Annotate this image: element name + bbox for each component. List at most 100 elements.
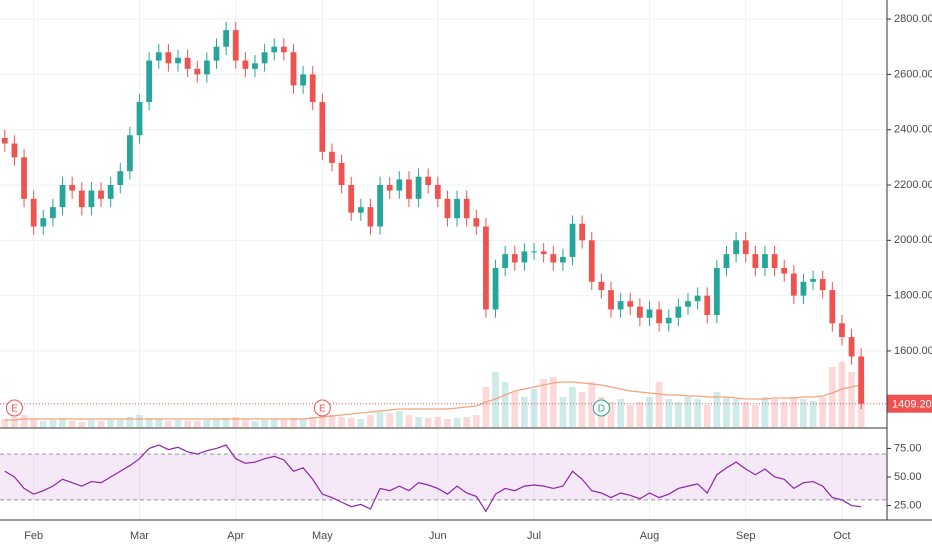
candle-body [290, 52, 297, 86]
candle-body [1, 138, 8, 144]
candle-body [762, 254, 768, 268]
candle-body [598, 281, 605, 291]
volume-bar [155, 419, 163, 427]
candle-body [223, 30, 230, 47]
rsi-tick-label: 50.00 [894, 471, 922, 483]
volume-bar [511, 392, 519, 427]
candle-body [194, 68, 201, 75]
volume-bar [11, 417, 18, 427]
candle-body [848, 337, 855, 357]
volume-bar [116, 420, 124, 427]
candle-body [790, 273, 797, 296]
volume-bar [251, 421, 259, 427]
volume-bar [405, 415, 413, 427]
candle-body [136, 102, 143, 136]
candle-body [733, 240, 739, 255]
volume-bar [463, 417, 471, 427]
volume-bar [1, 419, 9, 427]
candle-body [155, 52, 162, 61]
volume-bar [617, 399, 625, 427]
candle-body [367, 207, 374, 227]
last-price-box [887, 394, 932, 413]
candle-body [232, 30, 239, 61]
volume-bar [501, 382, 509, 427]
candle-body [415, 176, 422, 199]
candle-body [242, 60, 249, 69]
candle-body [521, 251, 528, 263]
event-marker [313, 399, 331, 417]
y-tick-label: 1600.00 [894, 345, 932, 357]
candle-body [50, 207, 56, 219]
candle-body [560, 256, 566, 263]
candle-body [252, 63, 258, 69]
volume-bar [49, 420, 57, 427]
volume-bar [174, 420, 182, 427]
volume-bar [338, 417, 345, 427]
rsi-tick-label: 75.00 [894, 442, 922, 454]
volume-bar [328, 415, 336, 427]
candle-body [11, 143, 18, 158]
candle-body [329, 151, 335, 163]
candle-body [300, 74, 306, 86]
volume-bar [232, 417, 240, 427]
candle-body [203, 60, 210, 75]
volume-bar [626, 405, 634, 427]
candle-body [127, 135, 133, 172]
volume-bar [357, 419, 365, 427]
candle-body [531, 251, 537, 253]
volume-bar [165, 421, 172, 427]
volume-bar [261, 420, 268, 427]
y-tick-label: 1800.00 [894, 290, 932, 302]
rsi-line [4, 444, 862, 513]
candle-body [502, 254, 509, 268]
volume-bar [665, 399, 673, 427]
volume-bar [771, 399, 778, 427]
candle-body [656, 309, 663, 324]
candle-body [434, 185, 441, 199]
candle-body [752, 254, 759, 268]
candle-body [146, 60, 153, 103]
candle-body [386, 185, 393, 191]
candle-body [665, 317, 672, 324]
plot: Feb Mar Apr May Jun Jul Aug Sep Oct 1600.00 1800.0… [0, 13, 932, 542]
x-tick-label: Sep [736, 530, 756, 542]
y-tick-label: 2600.00 [894, 68, 932, 80]
candle-body [117, 171, 124, 186]
volume-bar [415, 417, 422, 427]
candle-body [685, 301, 691, 307]
volume-bar [309, 417, 317, 427]
y-tick-label: 2200.00 [894, 179, 932, 191]
candle-body [425, 176, 432, 186]
event-label: E [319, 404, 326, 415]
candle-body [694, 295, 701, 302]
x-tick-label: Jul [527, 530, 541, 542]
candle-body [40, 218, 47, 227]
volume-bar [386, 413, 394, 427]
candle-body [771, 254, 778, 268]
candle-body [338, 162, 345, 186]
candle-body [819, 279, 826, 291]
rsi-tick-label: 25.00 [894, 499, 922, 511]
volume-bar [434, 417, 442, 427]
volume-bar [780, 402, 788, 427]
event-label: D [598, 404, 605, 415]
volume-bar [299, 419, 307, 427]
volume-bar [453, 418, 461, 427]
candle-body [78, 190, 85, 208]
volume-bar [97, 421, 105, 427]
candle-body [617, 301, 624, 310]
candle-body [98, 190, 104, 199]
volume-bar [68, 421, 76, 427]
volume-bar [347, 418, 355, 427]
volume-bar [203, 420, 211, 427]
candle-body [213, 46, 220, 61]
volume-bar [761, 397, 769, 427]
volume-bar [723, 397, 730, 427]
volume-bar [395, 411, 403, 427]
event-marker [592, 399, 610, 417]
grid [0, 0, 887, 520]
candle-body [165, 52, 172, 64]
x-tick-label: Apr [227, 530, 244, 542]
volume-bar [145, 418, 153, 427]
candle-body [540, 251, 547, 255]
